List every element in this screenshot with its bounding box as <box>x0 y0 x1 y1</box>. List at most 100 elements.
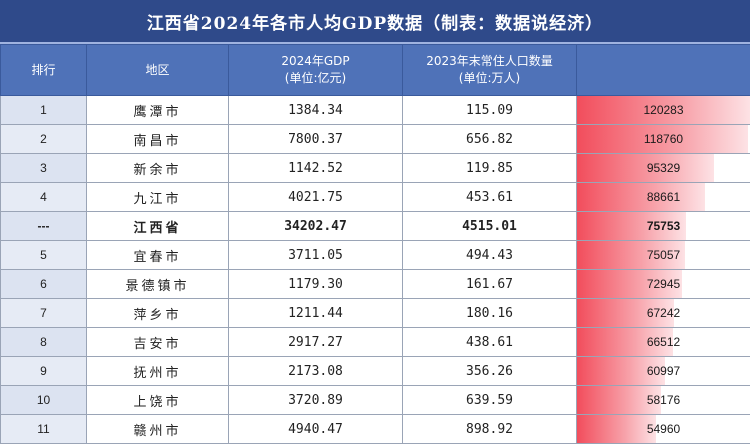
header-row: 排行 地区 2024年GDP (单位:亿元) 2023年末常住人口数量 (单位:… <box>1 45 750 96</box>
header-population-unit: (单位:万人) <box>403 70 576 87</box>
header-gdp-title: 2024年GDP <box>229 53 402 70</box>
population-cell: 898.92 <box>403 415 577 444</box>
region-cell: 赣州市 <box>87 415 229 444</box>
per-capita-value: 75753 <box>647 219 680 233</box>
gdp-cell: 2917.27 <box>229 328 403 357</box>
rank-cell: 9 <box>1 357 87 386</box>
rank-cell: 2 <box>1 125 87 154</box>
per-capita-cell: 75753 <box>577 212 750 241</box>
rank-cell: 7 <box>1 299 87 328</box>
population-cell: 180.16 <box>403 299 577 328</box>
rank-cell: 5 <box>1 241 87 270</box>
per-capita-value: 67242 <box>647 306 680 320</box>
region-cell: 宜春市 <box>87 241 229 270</box>
per-capita-cell: 66512 <box>577 328 750 357</box>
population-cell: 639.59 <box>403 386 577 415</box>
rank-cell: 8 <box>1 328 87 357</box>
rank-cell: 3 <box>1 154 87 183</box>
region-cell: 萍乡市 <box>87 299 229 328</box>
per-capita-value: 66512 <box>647 335 680 349</box>
gdp-cell: 4021.75 <box>229 183 403 212</box>
rank-cell: 1 <box>1 96 87 125</box>
page-title: 江西省2024年各市人均GDP数据（制表：数据说经济） <box>0 0 750 44</box>
gdp-cell: 1179.30 <box>229 270 403 299</box>
gdp-cell: 3720.89 <box>229 386 403 415</box>
gdp-cell: 1211.44 <box>229 299 403 328</box>
region-cell: 鹰潭市 <box>87 96 229 125</box>
population-cell: 115.09 <box>403 96 577 125</box>
per-capita-cell: 60997 <box>577 357 750 386</box>
header-population: 2023年末常住人口数量 (单位:万人) <box>403 45 577 96</box>
per-capita-cell: 118760 <box>577 125 750 154</box>
region-cell: 新余市 <box>87 154 229 183</box>
rank-cell: 6 <box>1 270 87 299</box>
per-capita-value: 60997 <box>647 364 680 378</box>
gdp-cell: 1384.34 <box>229 96 403 125</box>
header-per-capita <box>577 45 750 96</box>
population-cell: 161.67 <box>403 270 577 299</box>
population-cell: 494.43 <box>403 241 577 270</box>
region-cell: 九江市 <box>87 183 229 212</box>
per-capita-cell: 95329 <box>577 154 750 183</box>
population-cell: 453.61 <box>403 183 577 212</box>
region-cell: 江西省 <box>87 212 229 241</box>
population-cell: 438.61 <box>403 328 577 357</box>
region-cell: 吉安市 <box>87 328 229 357</box>
table-container: 江西省2024年各市人均GDP数据（制表：数据说经济） 排行 地区 2024年G… <box>0 0 750 434</box>
region-cell: 南昌市 <box>87 125 229 154</box>
per-capita-cell: 72945 <box>577 270 750 299</box>
header-region: 地区 <box>87 45 229 96</box>
gdp-table: 排行 地区 2024年GDP (单位:亿元) 2023年末常住人口数量 (单位:… <box>0 44 750 444</box>
per-capita-cell: 88661 <box>577 183 750 212</box>
gdp-cell: 4940.47 <box>229 415 403 444</box>
header-gdp: 2024年GDP (单位:亿元) <box>229 45 403 96</box>
rank-cell: 11 <box>1 415 87 444</box>
region-cell: 上饶市 <box>87 386 229 415</box>
per-capita-bar <box>577 154 714 182</box>
header-population-title: 2023年末常住人口数量 <box>403 53 576 70</box>
gdp-cell: 34202.47 <box>229 212 403 241</box>
population-cell: 656.82 <box>403 125 577 154</box>
region-cell: 抚州市 <box>87 357 229 386</box>
per-capita-value: 58176 <box>647 393 680 407</box>
per-capita-cell: 67242 <box>577 299 750 328</box>
gdp-cell: 2173.08 <box>229 357 403 386</box>
rank-cell: --- <box>1 212 87 241</box>
per-capita-cell: 58176 <box>577 386 750 415</box>
per-capita-value: 72945 <box>647 277 680 291</box>
gdp-cell: 3711.05 <box>229 241 403 270</box>
rank-cell: 10 <box>1 386 87 415</box>
gdp-cell: 1142.52 <box>229 154 403 183</box>
per-capita-value: 88661 <box>647 190 680 204</box>
per-capita-cell: 120283 <box>577 96 750 125</box>
per-capita-cell: 75057 <box>577 241 750 270</box>
header-gdp-unit: (单位:亿元) <box>229 70 402 87</box>
per-capita-cell: 54960 <box>577 415 750 444</box>
header-rank: 排行 <box>1 45 87 96</box>
population-cell: 356.26 <box>403 357 577 386</box>
per-capita-value: 95329 <box>647 161 680 175</box>
region-cell: 景德镇市 <box>87 270 229 299</box>
rank-cell: 4 <box>1 183 87 212</box>
population-cell: 4515.01 <box>403 212 577 241</box>
per-capita-value: 118760 <box>644 132 683 146</box>
per-capita-bar <box>577 415 656 443</box>
per-capita-value: 120283 <box>643 103 683 117</box>
population-cell: 119.85 <box>403 154 577 183</box>
per-capita-bar <box>577 183 705 211</box>
gdp-cell: 7800.37 <box>229 125 403 154</box>
per-capita-value: 75057 <box>647 248 680 262</box>
